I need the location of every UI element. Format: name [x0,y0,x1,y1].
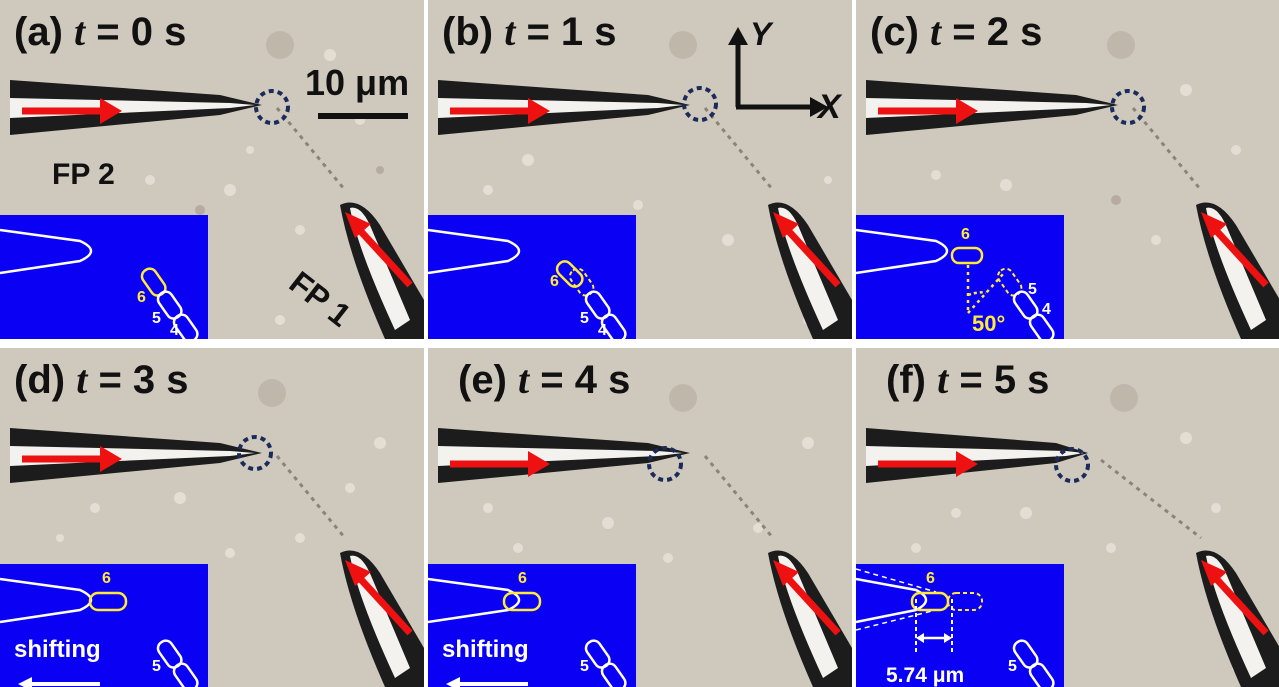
cell-6-label: 6 [926,570,935,587]
panel-d: (d) t = 3 s 6 5 shifting [0,348,424,687]
axis-y-label: Y [750,16,772,52]
cell-5-label: 5 [152,658,161,675]
panel-f-label: (f) t = 5 s [886,357,1050,402]
panel-e-label: (e) t = 4 s [458,357,631,402]
cell-6-label: 6 [961,226,970,243]
cell-6-label: 6 [550,273,559,290]
inset-a: 6 5 4 [0,215,208,339]
panel-c: (c) t = 2 s 6 5 4 50° [856,0,1279,339]
panel-b: (b) t = 1 s Y X 6 5 4 [428,0,852,339]
panel-a: (a) t = 0 s 10 μm FP 2 FP 1 6 5 4 [0,0,424,339]
panel-c-label: (c) t = 2 s [870,9,1043,54]
fp2-label: FP 2 [52,158,115,191]
cell-5-label: 5 [152,310,161,327]
cell-5-label: 5 [1008,658,1017,675]
marker-circle-d [237,435,273,471]
axis-arrows [735,42,813,110]
cell-5-label: 5 [580,310,589,327]
marker-circle-b [682,86,718,122]
shifting-label: shifting [442,636,529,663]
cell-6-label: 6 [137,289,146,306]
panel-f: (f) t = 5 s 6 5 5.74 μm [856,348,1279,687]
panel-b-label: (b) t = 1 s [442,9,617,54]
marker-circle-a [254,89,290,125]
cell-6-label: 6 [518,570,527,587]
inset-e: 6 5 shifting [428,564,636,687]
angle-label: 50° [972,311,1006,336]
inset-c: 6 5 4 50° [856,215,1064,339]
distance-label: 5.74 μm [886,664,965,687]
cell-4-label: 4 [1042,301,1051,318]
panel-d-label: (d) t = 3 s [14,357,189,402]
marker-circle-c [1110,89,1146,125]
inset-d: 6 5 shifting [0,564,208,687]
cell-5-label: 5 [1028,281,1037,298]
cell-5-label: 5 [580,658,589,675]
cell-4-label: 4 [598,322,607,339]
cell-4-label: 4 [170,322,179,339]
inset-f: 6 5 5.74 μm [856,564,1064,687]
panel-e: (e) t = 4 s 6 5 shifting [428,348,852,687]
scale-bar-label: 10 μm [305,62,410,103]
cell-6-label: 6 [102,570,111,587]
panel-a-label: (a) t = 0 s [14,9,187,54]
inset-b: 6 5 4 [428,215,636,339]
marker-circle-f [1054,447,1090,483]
shifting-label: shifting [14,636,101,663]
marker-circle-e [647,446,683,482]
axis-x-label: X [818,88,841,126]
